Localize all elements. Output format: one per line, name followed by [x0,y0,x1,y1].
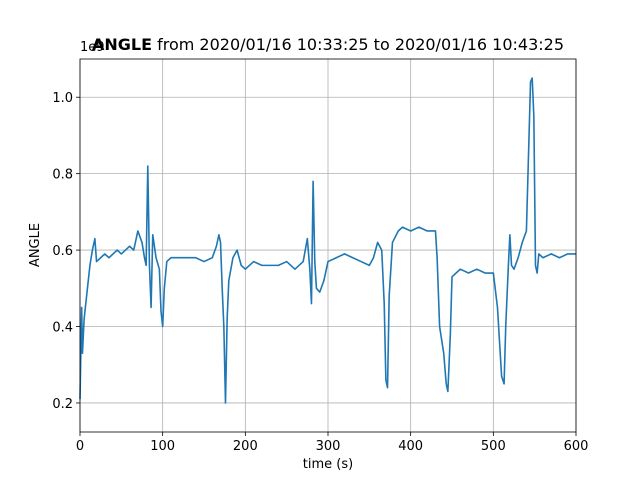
title-rest: from 2020/01/16 10:33:25 to 2020/01/16 1… [157,35,564,54]
x-axis-label: time (s) [303,457,353,472]
plot-frame [79,58,577,433]
data-line [79,77,576,404]
y-tick-label: 0.8 [52,168,73,183]
y-tick-label: 0.6 [52,244,73,259]
x-tick-label: 600 [564,439,589,454]
y-tick-label: 1.0 [52,91,73,106]
y-tick-label: 0.2 [52,397,73,412]
y-tick-label: 0.4 [52,321,73,336]
offset-text: 1e9 [80,40,105,55]
y-axis-label: ANGLE [28,223,43,267]
title-bold: ANGLE [92,35,152,54]
x-tick-label: 300 [316,439,341,454]
x-tick-label: 400 [398,439,423,454]
x-tick-label: 0 [76,439,84,454]
x-tick-label: 500 [481,439,506,454]
chart-title: ANGLE from 2020/01/16 10:33:25 to 2020/0… [92,35,564,54]
x-tick-label: 100 [150,439,175,454]
x-tick-label: 200 [233,439,258,454]
